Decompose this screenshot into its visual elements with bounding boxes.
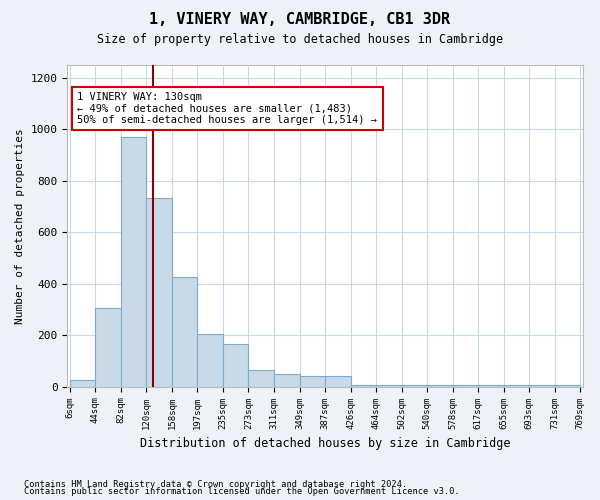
Bar bbox=[146, 198, 172, 386]
Bar bbox=[95, 308, 121, 386]
Bar bbox=[325, 376, 350, 386]
Bar bbox=[121, 137, 146, 386]
X-axis label: Distribution of detached houses by size in Cambridge: Distribution of detached houses by size … bbox=[140, 437, 510, 450]
Text: Size of property relative to detached houses in Cambridge: Size of property relative to detached ho… bbox=[97, 32, 503, 46]
Bar bbox=[274, 374, 299, 386]
Bar bbox=[172, 278, 197, 386]
Text: 1 VINERY WAY: 130sqm
← 49% of detached houses are smaller (1,483)
50% of semi-de: 1 VINERY WAY: 130sqm ← 49% of detached h… bbox=[77, 92, 377, 125]
Bar bbox=[197, 334, 223, 386]
Y-axis label: Number of detached properties: Number of detached properties bbox=[15, 128, 25, 324]
Text: Contains HM Land Registry data © Crown copyright and database right 2024.: Contains HM Land Registry data © Crown c… bbox=[24, 480, 407, 489]
Text: Contains public sector information licensed under the Open Government Licence v3: Contains public sector information licen… bbox=[24, 488, 460, 496]
Bar bbox=[223, 344, 248, 387]
Bar bbox=[248, 370, 274, 386]
Text: 1, VINERY WAY, CAMBRIDGE, CB1 3DR: 1, VINERY WAY, CAMBRIDGE, CB1 3DR bbox=[149, 12, 451, 28]
Bar bbox=[70, 380, 95, 386]
Bar bbox=[299, 376, 325, 386]
